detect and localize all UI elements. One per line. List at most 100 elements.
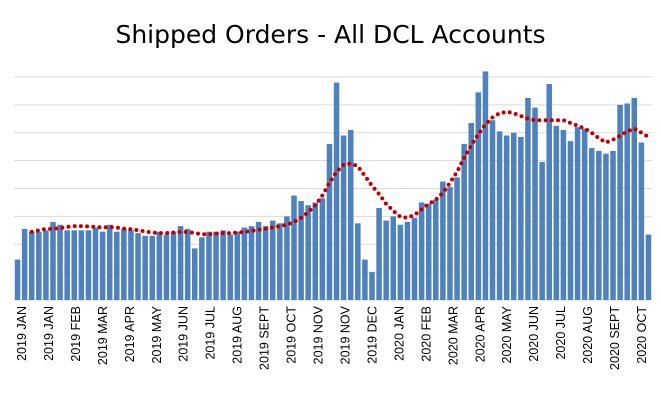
- bar: [57, 224, 63, 300]
- trend-point: [263, 226, 268, 231]
- bar: [525, 97, 531, 300]
- trend-point: [282, 223, 287, 228]
- bar: [177, 226, 184, 300]
- trend-point: [446, 182, 451, 187]
- x-tick-label: 2019 MAR: [96, 306, 110, 365]
- trend-point: [397, 214, 402, 219]
- bar: [447, 187, 453, 300]
- bar: [21, 228, 28, 300]
- trend-point: [140, 229, 145, 234]
- trend-point: [579, 125, 584, 130]
- trend-point: [165, 231, 170, 236]
- bar: [397, 224, 404, 300]
- bar: [255, 221, 262, 300]
- trend-point: [567, 120, 572, 125]
- trend-point: [316, 198, 321, 203]
- bar: [192, 248, 198, 300]
- bar: [227, 234, 233, 300]
- trend-point: [474, 134, 479, 139]
- trend-point: [481, 124, 486, 129]
- bar: [333, 82, 340, 300]
- trend-point: [239, 230, 244, 235]
- trend-point: [368, 181, 373, 186]
- trend-point: [308, 207, 313, 212]
- bar: [78, 230, 85, 300]
- trend-point: [288, 221, 293, 226]
- trend-point: [220, 231, 225, 236]
- trend-point: [414, 211, 419, 216]
- x-tick-label: 2020 APR: [473, 306, 487, 362]
- bar: [461, 143, 467, 300]
- trend-point: [60, 225, 65, 230]
- trend-point: [424, 203, 429, 208]
- bar: [163, 234, 170, 300]
- trend-point: [353, 163, 358, 168]
- trend-point: [459, 161, 464, 166]
- trend-point: [269, 225, 274, 230]
- x-tick-label: 2020 SEPT: [608, 306, 622, 370]
- trend-point: [276, 224, 281, 229]
- trend-point: [456, 166, 461, 171]
- trend-point: [35, 228, 40, 233]
- bar: [631, 97, 638, 300]
- bar: [603, 153, 609, 300]
- bar: [184, 228, 191, 300]
- trend-point: [226, 231, 231, 236]
- bar: [298, 201, 304, 300]
- bar: [156, 231, 163, 300]
- trend-series: [29, 110, 649, 237]
- x-tick-label: 2019 NOV: [338, 305, 352, 364]
- bar: [475, 92, 482, 300]
- x-tick-label: 2020 MAR: [446, 306, 460, 365]
- bar: [624, 103, 630, 300]
- trend-point: [644, 133, 649, 138]
- trend-point: [638, 130, 643, 135]
- trend-point: [323, 188, 328, 193]
- bar: [106, 224, 113, 300]
- trend-point: [158, 231, 163, 236]
- trend-point: [299, 215, 303, 220]
- bar: [248, 226, 255, 300]
- bar: [376, 208, 382, 300]
- bar: [284, 216, 290, 301]
- gridlines: [14, 76, 652, 301]
- bar: [14, 259, 21, 300]
- bar: [199, 237, 205, 300]
- trend-point: [507, 110, 512, 115]
- bar: [411, 217, 418, 300]
- trend-point: [134, 228, 139, 233]
- x-tick-label: 2020 JAN: [392, 306, 406, 361]
- bar: [440, 181, 446, 300]
- trend-point: [562, 118, 567, 123]
- trend-point: [365, 176, 370, 181]
- bar: [213, 231, 219, 300]
- trend-point: [152, 230, 157, 235]
- bar: [645, 234, 652, 300]
- trend-point: [78, 224, 83, 229]
- bar: [36, 231, 42, 300]
- trend-point: [347, 161, 352, 166]
- trend-point: [392, 210, 397, 215]
- trend-point: [97, 225, 102, 230]
- trend-point: [383, 201, 388, 206]
- bar: [546, 83, 552, 300]
- trend-point: [245, 229, 250, 234]
- trend-point: [439, 192, 444, 197]
- bar: [326, 143, 333, 300]
- trend-point: [501, 110, 506, 115]
- bar: [588, 148, 595, 300]
- trend-point: [312, 203, 317, 208]
- trend-point: [388, 205, 393, 210]
- trend-point: [490, 115, 495, 120]
- bar: [206, 231, 212, 300]
- trend-point: [525, 116, 530, 121]
- bar: [390, 216, 397, 301]
- x-tick-label: 2020 JUL: [554, 306, 568, 360]
- trend-point: [465, 150, 470, 155]
- x-tick-labels: 2019 JAN 2019 JAN 2019 FEB 2019 MAR 2019 APR…: [15, 305, 649, 370]
- trend-point: [419, 207, 424, 212]
- trend-point: [519, 114, 524, 119]
- bar: [610, 150, 616, 300]
- chart-title: Shipped Orders - All DCL Accounts: [115, 20, 546, 49]
- bar: [142, 235, 148, 300]
